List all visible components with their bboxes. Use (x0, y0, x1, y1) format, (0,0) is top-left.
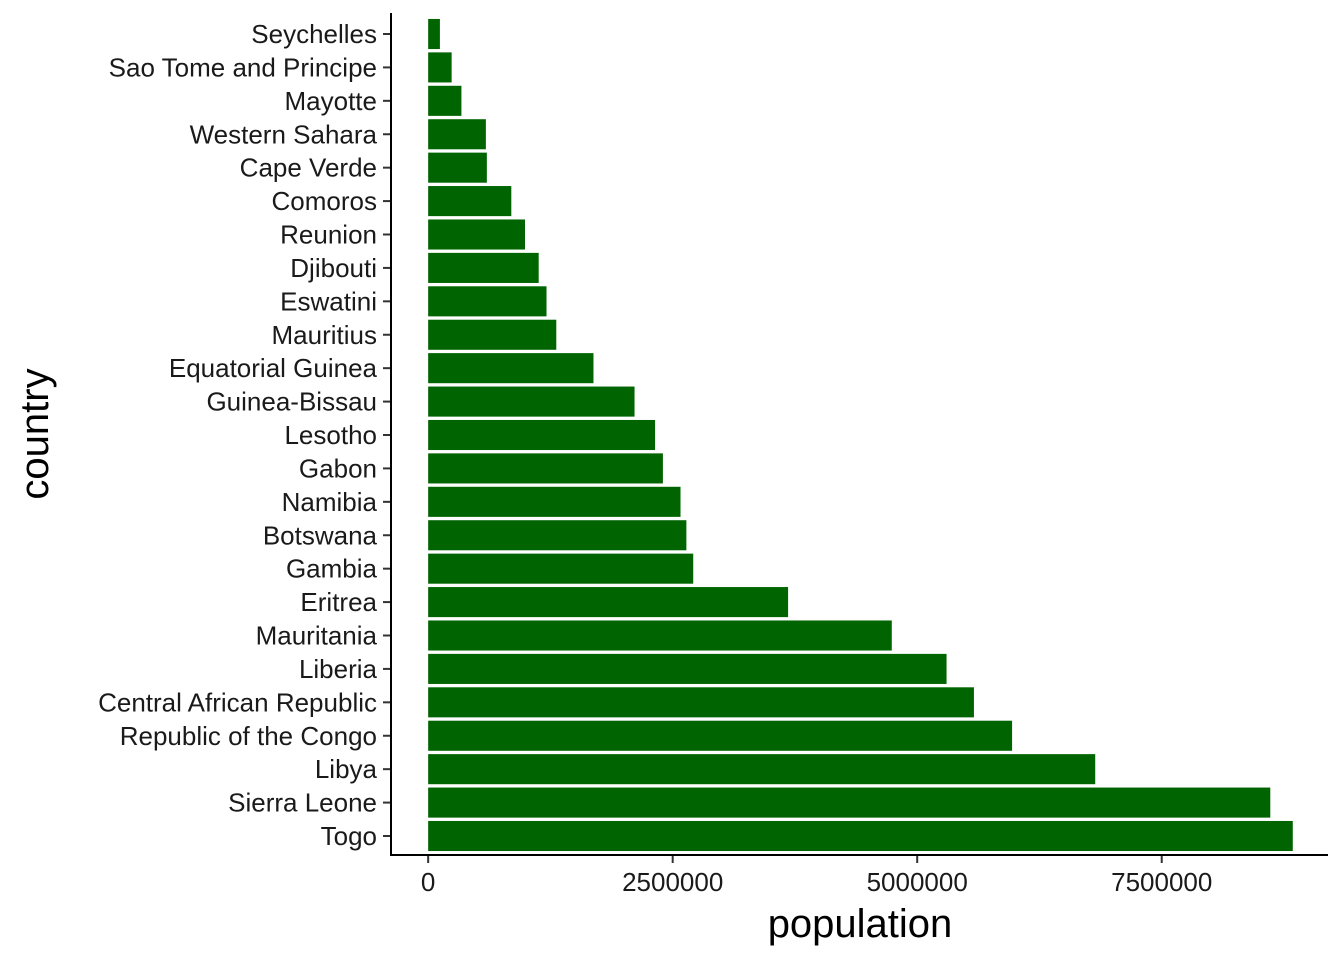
y-tick-label: Gabon (299, 453, 377, 483)
bar-seychelles (428, 18, 440, 50)
x-axis-title: population (768, 902, 953, 946)
y-axis-title: country (13, 368, 57, 499)
bar-reunion (428, 219, 525, 250)
y-tick-label: Comoros (272, 186, 377, 216)
y-tick-label: Sierra Leone (228, 788, 377, 818)
bar-comoros (428, 186, 512, 217)
y-tick-label: Mayotte (285, 86, 378, 116)
x-tick-label: 7500000 (1111, 867, 1212, 897)
y-tick-label: Sao Tome and Principe (109, 52, 377, 82)
y-tick-label: Gambia (286, 554, 378, 584)
bar-lesotho (428, 419, 656, 451)
bar-djibouti (428, 252, 539, 283)
bar-equatorial-guinea (428, 353, 594, 384)
bar-guinea-bissau (428, 386, 635, 417)
x-tick-label: 5000000 (867, 867, 968, 897)
y-tick-label: Guinea-Bissau (206, 387, 377, 417)
bar-eritrea (428, 587, 789, 618)
y-tick-label: Togo (321, 821, 377, 851)
bar-botswana (428, 520, 687, 551)
x-tick-label: 2500000 (622, 867, 723, 897)
y-tick-label: Mauritania (256, 621, 378, 651)
bar-sierra-leone (428, 787, 1271, 818)
bar-togo (428, 820, 1293, 852)
bars-layer (428, 18, 1293, 852)
bar-sao-tome-and-principe (428, 52, 452, 83)
y-tick-label: Namibia (282, 487, 378, 517)
y-tick-label: Seychelles (251, 19, 377, 49)
bar-central-african-republic (428, 687, 974, 718)
y-tick-label: Libya (315, 754, 378, 784)
y-tick-label: Botswana (263, 520, 378, 550)
bar-republic-of-the-congo (428, 720, 1013, 751)
x-tick-label: 0 (421, 867, 435, 897)
y-tick-label: Western Sahara (190, 119, 378, 149)
y-tick-label: Republic of the Congo (120, 721, 377, 751)
bar-libya (428, 754, 1096, 785)
bar-mauritius (428, 319, 557, 350)
y-tick-label: Liberia (299, 654, 378, 684)
y-tick-label: Central African Republic (98, 687, 377, 717)
y-tick-label: Eritrea (300, 587, 377, 617)
y-tick-label: Reunion (280, 220, 377, 250)
bar-mayotte (428, 85, 462, 116)
y-tick-label: Mauritius (272, 320, 377, 350)
y-tick-label: Equatorial Guinea (169, 353, 378, 383)
bar-liberia (428, 653, 947, 684)
bar-eswatini (428, 286, 547, 317)
bar-gambia (428, 553, 694, 584)
y-tick-label: Lesotho (284, 420, 377, 450)
y-tick-label: Djibouti (290, 253, 377, 283)
y-tick-label: Eswatini (280, 286, 377, 316)
bar-mauritania (428, 620, 892, 651)
bar-western-sahara (428, 119, 486, 150)
bar-cape-verde (428, 152, 487, 183)
bar-namibia (428, 486, 681, 517)
bar-gabon (428, 453, 663, 484)
x-axis-ticks: 0 2500000 5000000 7500000 (421, 855, 1212, 897)
y-tick-label: Cape Verde (240, 153, 377, 183)
